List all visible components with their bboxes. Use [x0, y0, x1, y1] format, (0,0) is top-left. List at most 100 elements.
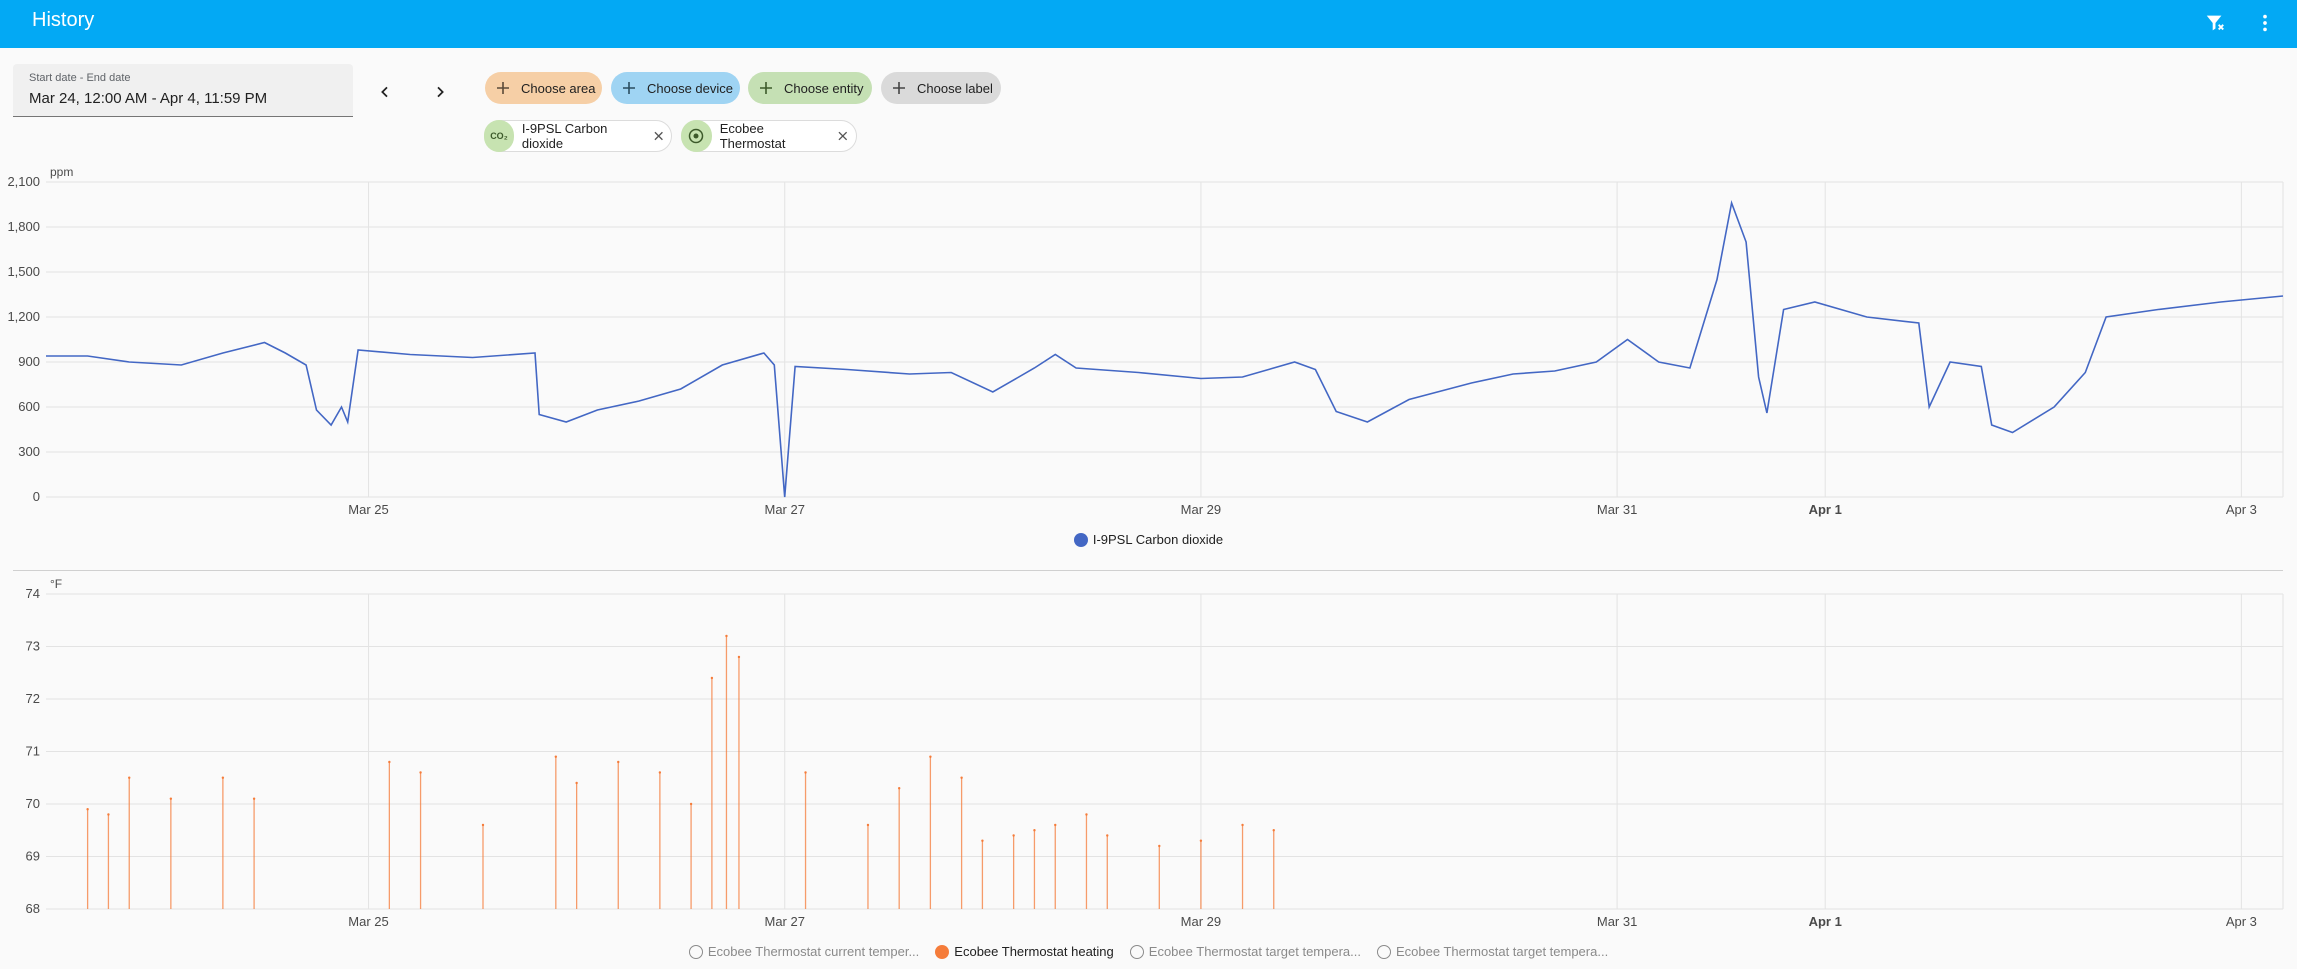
heating-point — [929, 755, 932, 758]
y-tick-label: 71 — [26, 744, 40, 759]
x-tick-label: Apr 1 — [1809, 502, 1842, 517]
heating-point — [575, 781, 578, 785]
y-tick-label: 300 — [18, 444, 40, 459]
y-tick-label: 0 — [33, 489, 40, 504]
legend-item-co2[interactable]: I-9PSL Carbon dioxide — [1073, 532, 1223, 547]
choose-entity-button[interactable]: Choose entity — [748, 72, 872, 104]
next-range-button[interactable] — [424, 76, 456, 108]
heating-point — [725, 634, 728, 638]
filter-remove-icon — [2206, 15, 2224, 31]
plus-icon — [893, 82, 905, 94]
co2-icon: CO₂ — [484, 120, 514, 152]
clear-filter-button[interactable] — [2198, 6, 2232, 40]
heating-point — [1085, 813, 1088, 816]
selected-entity-chip[interactable]: CO₂ I-9PSL Carbon dioxide — [484, 120, 672, 152]
chevron-left-icon — [381, 86, 388, 98]
selected-device-chip[interactable]: Ecobee Thermostat — [681, 120, 857, 152]
heating-point — [617, 760, 620, 764]
x-tick-label: Apr 3 — [2226, 914, 2257, 929]
y-tick-label: 2,100 — [7, 174, 40, 189]
x-tick-label: Mar 27 — [764, 914, 804, 929]
heating-point — [710, 676, 714, 680]
choose-label-label: Choose label — [917, 80, 993, 96]
heating-point — [960, 776, 963, 779]
chevron-right-icon — [437, 86, 444, 98]
selected-entity-name: I-9PSL Carbon dioxide — [521, 121, 608, 151]
date-range-value: Mar 24, 12:00 AM - Apr 4, 11:59 PM — [29, 90, 268, 107]
heating-point — [1158, 844, 1161, 848]
legend-item-thermostat[interactable]: Ecobee Thermostat heating — [935, 944, 1114, 959]
x-tick-label: Mar 29 — [1181, 502, 1221, 517]
unit-label: °F — [50, 577, 62, 591]
previous-range-button[interactable] — [369, 76, 401, 108]
y-tick-label: 72 — [26, 691, 40, 706]
y-tick-label: 69 — [26, 849, 40, 864]
choose-device-button[interactable]: Choose device — [611, 72, 740, 104]
x-tick-label: Mar 25 — [348, 502, 388, 517]
close-icon[interactable] — [838, 131, 848, 141]
selected-device-name: Ecobee Thermostat — [719, 121, 786, 151]
legend-item-thermostat[interactable]: Ecobee Thermostat target tempera... — [1129, 944, 1361, 959]
heating-point — [419, 771, 422, 774]
heating-point — [737, 655, 741, 659]
co2-series-line — [46, 200, 2284, 498]
heating-point — [1054, 823, 1057, 827]
x-tick-label: Mar 27 — [764, 502, 804, 517]
legend-label: Ecobee Thermostat heating — [954, 944, 1114, 959]
chart-divider — [13, 570, 2283, 571]
heating-point — [1272, 829, 1275, 832]
page-title: History — [32, 9, 95, 31]
y-tick-label: 900 — [18, 354, 40, 369]
heating-point — [866, 823, 870, 827]
choose-device-label: Choose device — [647, 80, 733, 96]
close-icon[interactable] — [654, 131, 663, 141]
y-tick-label: 1,200 — [7, 309, 40, 324]
plus-icon — [760, 82, 772, 94]
legend-dot — [1129, 944, 1144, 959]
heating-point — [221, 776, 225, 779]
y-tick-label: 1,500 — [7, 264, 40, 279]
heating-point — [689, 802, 693, 806]
date-range-picker[interactable]: Start date - End date Mar 24, 12:00 AM -… — [13, 64, 353, 117]
legend-item-thermostat[interactable]: Ecobee Thermostat current temper... — [688, 944, 920, 959]
heating-point — [86, 808, 89, 811]
x-tick-label: Apr 3 — [2226, 502, 2257, 517]
legend-item-thermostat[interactable]: Ecobee Thermostat target tempera... — [1376, 944, 1609, 959]
y-tick-label: 600 — [18, 399, 40, 414]
heating-point — [107, 813, 110, 816]
heating-point — [1241, 823, 1244, 827]
choose-area-label: Choose area — [521, 80, 596, 96]
thermostat-chart-legend: Ecobee Thermostat current temper... Ecobe… — [0, 944, 2297, 959]
overflow-menu-button[interactable] — [2248, 6, 2282, 40]
heating-point — [897, 787, 901, 790]
heating-point — [804, 771, 807, 774]
heating-point — [252, 797, 256, 800]
heating-point — [1033, 829, 1036, 832]
legend-label: Ecobee Thermostat target tempera... — [1148, 944, 1361, 959]
unit-label: ppm — [50, 165, 73, 179]
y-tick-label: 70 — [26, 796, 40, 811]
more-vert-icon — [2263, 14, 2267, 32]
x-tick-label: Mar 31 — [1597, 914, 1637, 929]
legend-dot — [1073, 532, 1088, 547]
choose-label-button[interactable]: Choose label — [881, 72, 1001, 104]
y-tick-label: 73 — [26, 639, 40, 654]
legend-label: Ecobee Thermostat target tempera... — [1395, 944, 1609, 959]
thermostat-chart[interactable]: 74 73 72 71 70 69 68 Mar 25 Mar 27 Mar 29 Mar 31 Ap… — [0, 0, 2297, 940]
plus-icon — [623, 82, 635, 94]
plus-icon — [497, 82, 509, 94]
heating-point — [128, 776, 131, 779]
x-tick-label: Mar 25 — [348, 914, 388, 929]
y-tick-label: 74 — [26, 586, 40, 601]
co2-chart-legend: I-9PSL Carbon dioxide — [0, 532, 2297, 547]
app-header: History — [0, 0, 2297, 48]
heating-point — [981, 839, 984, 842]
legend-label: Ecobee Thermostat current temper... — [707, 944, 920, 959]
choose-area-button[interactable]: Choose area — [485, 72, 602, 104]
x-tick-label: Mar 31 — [1597, 502, 1637, 517]
x-tick-label: Mar 29 — [1181, 914, 1221, 929]
x-tick-label: Apr 1 — [1809, 914, 1842, 929]
heating-point — [169, 797, 173, 800]
co2-chart[interactable]: 2,100 1,800 1,500 1,200 900 600 300 0 Mar 25 Mar … — [0, 0, 2297, 520]
date-range-label: Start date - End date — [29, 72, 131, 84]
